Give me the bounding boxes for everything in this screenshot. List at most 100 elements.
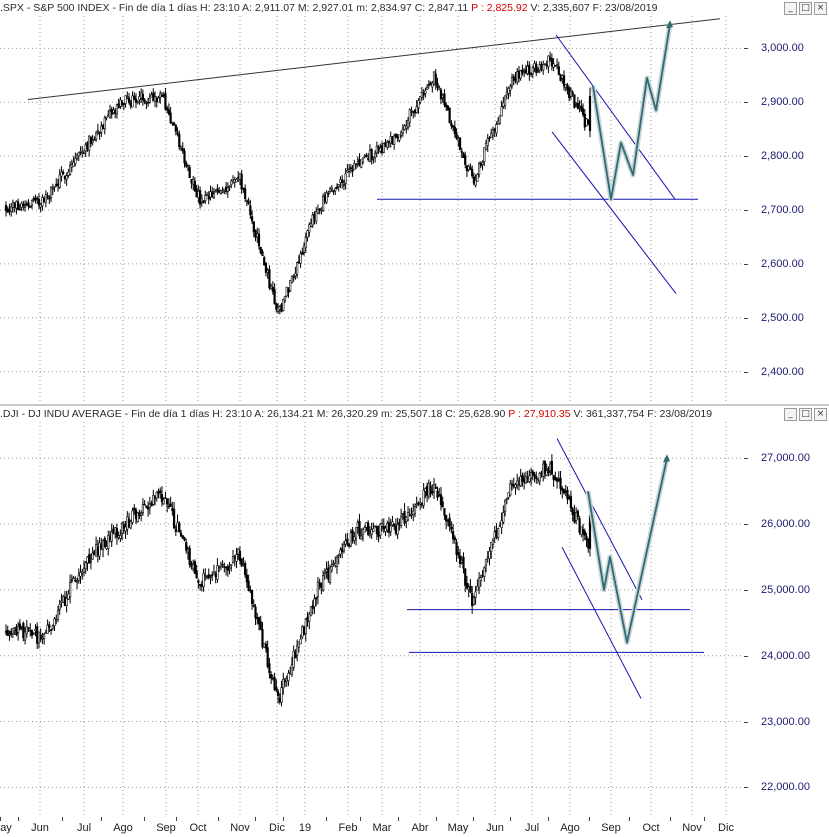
- spx-candle-body: [212, 193, 216, 199]
- dji-p-label: P :: [508, 408, 521, 420]
- spx-a-value: 2,911.07: [254, 2, 295, 14]
- spx-candle-body: [564, 84, 567, 88]
- time-axis-label: Mar: [372, 822, 392, 834]
- time-axis-label: Oct: [189, 822, 207, 834]
- spx-candle-body: [471, 168, 474, 177]
- spx-candle-body: [420, 92, 424, 98]
- spx-candle-body: [209, 191, 212, 198]
- dji-candle-body: [325, 569, 328, 572]
- dji-candle-body: [117, 535, 120, 538]
- dji-candle-body: [406, 512, 410, 521]
- spx-candle-body: [517, 70, 521, 79]
- dji-candle-body: [171, 508, 174, 512]
- spx-candle-body: [110, 109, 113, 115]
- spx-candle-body: [497, 120, 500, 125]
- spx-m-value: 2,927.01: [312, 2, 354, 14]
- spx-candle-body: [576, 102, 579, 109]
- dji-candle-body: [51, 625, 54, 629]
- dji-candle-body: [356, 522, 359, 528]
- dji-candle-body: [155, 491, 158, 499]
- dji-candle-body: [486, 556, 489, 559]
- dji-candle-body: [282, 678, 285, 689]
- spx-chart[interactable]: [0, 16, 744, 404]
- spx-candle-body: [412, 111, 415, 113]
- spx-candle-body: [375, 146, 378, 154]
- spx-candle-body: [172, 122, 176, 126]
- dji-candle-body: [533, 474, 536, 477]
- spx-maximize-button[interactable]: □: [799, 2, 812, 15]
- dji-candle-body: [505, 497, 508, 500]
- spx-candle-body: [467, 166, 470, 170]
- dji-candle-body: [107, 535, 110, 549]
- spx-candle-body: [100, 125, 103, 133]
- spx-candle-body: [348, 169, 351, 172]
- spx-candle-body: [211, 191, 214, 198]
- spx-candle-body: [408, 109, 411, 123]
- spx-candle-body: [380, 145, 384, 154]
- spx-candle-body: [107, 114, 110, 117]
- dji-candle-body: [30, 630, 34, 636]
- dji-candle-body: [204, 574, 207, 577]
- spx-candle-body: [526, 65, 529, 74]
- spx-candle-body: [198, 190, 202, 205]
- spx-candle-body: [60, 171, 63, 177]
- spx-candle-body: [224, 186, 228, 193]
- spx-candle-body: [328, 188, 332, 192]
- spx-v-label: V:: [530, 2, 541, 14]
- spx-candle-body: [285, 287, 288, 297]
- spx-candle-body: [311, 214, 314, 226]
- spx-close-button[interactable]: ×: [814, 2, 827, 15]
- dji-h-label: H:: [212, 408, 223, 420]
- dji-candle-body: [396, 524, 399, 535]
- spx-candle-body: [37, 199, 41, 206]
- dji-candle-body: [72, 577, 75, 580]
- spx-candle-body: [283, 295, 287, 301]
- dji-candle-body: [257, 617, 261, 625]
- spx-candle-body: [495, 124, 498, 134]
- spx-candle-body: [49, 187, 53, 199]
- dji-candle-body: [29, 629, 32, 632]
- time-axis-label: Sep: [156, 822, 176, 834]
- dji-candle-body: [147, 507, 150, 510]
- spx-candle-body: [30, 200, 34, 206]
- dji-candle-body: [17, 625, 20, 633]
- spx-candle-body: [323, 195, 326, 202]
- dji-maximize-button[interactable]: □: [799, 408, 812, 421]
- spx-minimize-button[interactable]: _: [784, 2, 797, 15]
- spx-candle-body: [77, 151, 80, 157]
- time-axis-label: Ago: [560, 822, 580, 834]
- dji-candle-body: [235, 554, 238, 562]
- panel-divider[interactable]: [0, 404, 829, 406]
- spx-candle-body: [41, 197, 44, 207]
- dji-candle-body: [315, 597, 318, 600]
- spx-candle-body: [516, 71, 519, 83]
- spx-candle-body: [36, 197, 39, 200]
- spx-candle-body: [205, 194, 209, 196]
- dji-candle-body: [481, 574, 484, 577]
- dji-candle-body: [318, 582, 321, 587]
- spx-candle-body: [535, 63, 538, 73]
- spx-candle-body: [438, 87, 441, 90]
- spx-candle-body: [242, 187, 245, 190]
- spx-candle-body: [44, 194, 47, 204]
- dji-close-button[interactable]: ×: [814, 408, 827, 421]
- dji-chart[interactable]: [0, 422, 744, 817]
- spx-candle-body: [342, 184, 346, 186]
- spx-candle-body: [181, 148, 184, 152]
- spx-f-value: 23/08/2019: [604, 2, 658, 14]
- spx-candle-body: [84, 144, 87, 152]
- spx-candle-body: [486, 138, 489, 146]
- dji-candle-body: [44, 632, 47, 634]
- spx-candle-body: [301, 252, 304, 255]
- spx-candle-body: [524, 69, 527, 74]
- spx-candle-body: [131, 95, 134, 108]
- dji-candle-body: [39, 634, 42, 640]
- dji-candle-body: [89, 560, 93, 563]
- spx-candle-body: [462, 153, 465, 158]
- dji-candle-body: [205, 576, 209, 579]
- spx-candle-body: [349, 167, 352, 170]
- spx-candle-body: [583, 114, 586, 128]
- dji-minimize-button[interactable]: _: [784, 408, 797, 421]
- dji-candle-body: [578, 518, 581, 533]
- spx-candle-body: [263, 257, 266, 266]
